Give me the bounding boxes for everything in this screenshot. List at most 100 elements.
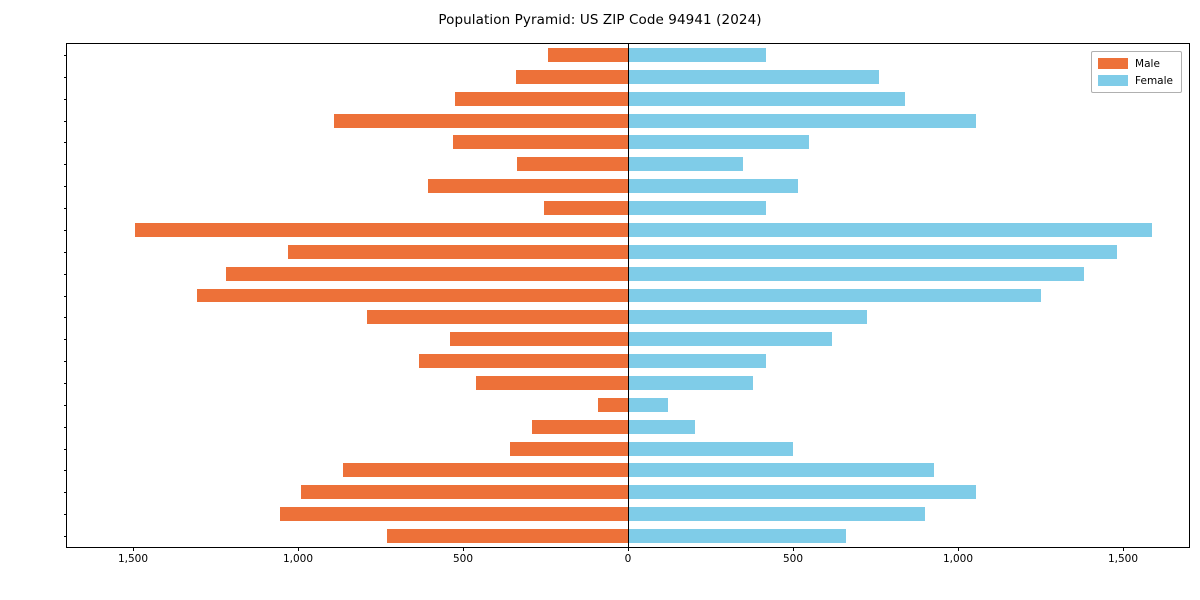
bar-row	[67, 69, 1189, 84]
bar-male-18-19	[510, 441, 628, 456]
x-tick-label: 0	[624, 553, 632, 565]
bar-row	[67, 244, 1189, 259]
bar-row	[67, 507, 1189, 522]
y-tick-mark	[63, 142, 67, 144]
bar-row	[67, 222, 1189, 237]
x-tick-label: 500	[782, 553, 804, 565]
chart-title: Population Pyramid: US ZIP Code 94941 (2…	[438, 12, 762, 28]
bar-male-25-29	[419, 354, 628, 369]
bar-female-40-44	[628, 288, 1041, 303]
bar-female-80-84	[628, 69, 879, 84]
bar-female-85	[628, 47, 766, 62]
bar-male-under-5	[387, 529, 628, 544]
y-tick-mark	[63, 98, 67, 100]
bar-male-21	[597, 397, 628, 412]
bar-row	[67, 354, 1189, 369]
bar-male-80-84	[516, 69, 628, 84]
bar-male-62-64	[428, 179, 628, 194]
bar-male-67-69	[453, 135, 628, 150]
bar-male-35-39	[366, 310, 628, 325]
x-tick-mark	[133, 547, 134, 551]
bar-male-40-44	[196, 288, 628, 303]
bar-row	[67, 375, 1189, 390]
y-tick-mark	[63, 120, 67, 122]
x-tick-mark	[958, 547, 959, 551]
x-tick-label: 1,500	[1107, 553, 1139, 565]
bar-female-62-64	[628, 179, 798, 194]
x-tick-mark	[628, 547, 629, 551]
bar-male-65-66	[517, 157, 628, 172]
y-tick-mark	[63, 404, 67, 406]
y-tick-mark	[63, 295, 67, 297]
bar-male-20	[532, 419, 628, 434]
bar-row	[67, 201, 1189, 215]
bar-row	[67, 113, 1189, 128]
bar-female-10-14	[628, 485, 977, 500]
bar-female-67-69	[628, 135, 809, 150]
bar-female-5-9	[628, 507, 926, 522]
bar-male-70-74	[334, 113, 628, 128]
y-tick-mark	[63, 339, 67, 341]
bar-row	[67, 266, 1189, 281]
bar-female-60-61	[628, 201, 766, 215]
y-tick-mark	[63, 317, 67, 319]
y-tick-mark	[63, 382, 67, 384]
y-tick-mark	[63, 54, 67, 56]
bar-male-75-79	[455, 91, 628, 106]
y-tick-mark	[63, 273, 67, 275]
x-tick-mark	[793, 547, 794, 551]
y-tick-mark	[63, 470, 67, 472]
y-tick-mark	[63, 536, 67, 538]
bar-female-22-24	[628, 375, 754, 390]
bar-male-5-9	[279, 507, 628, 522]
bar-female-70-74	[628, 113, 977, 128]
bar-female-15-17	[628, 463, 934, 478]
bar-male-10-14	[300, 485, 628, 500]
y-tick-mark	[63, 186, 67, 188]
legend-entry-female[interactable]: Female	[1098, 74, 1173, 87]
bar-female-45-49	[628, 266, 1084, 281]
bar-row	[67, 135, 1189, 150]
bar-row	[67, 529, 1189, 544]
bar-row	[67, 288, 1189, 303]
x-tick-mark	[1123, 547, 1124, 551]
legend-label-male: Male	[1135, 57, 1160, 70]
legend-entry-male[interactable]: Male	[1098, 57, 1173, 70]
y-tick-mark	[63, 251, 67, 253]
bar-row	[67, 419, 1189, 434]
y-tick-mark	[63, 426, 67, 428]
y-tick-mark	[63, 448, 67, 450]
bar-male-60-61	[543, 201, 628, 215]
chart-legend: Male Female	[1091, 51, 1182, 93]
bar-female-65-66	[628, 157, 743, 172]
bar-row	[67, 463, 1189, 478]
bar-row	[67, 397, 1189, 412]
bar-female-18-19	[628, 441, 793, 456]
bar-female-20	[628, 419, 696, 434]
plot-area: 85+80-8475-7970-7467-6965-6662-6460-6155…	[63, 43, 1190, 565]
bar-male-45-49	[225, 266, 628, 281]
legend-swatch-female	[1098, 75, 1129, 86]
y-tick-mark	[63, 208, 67, 210]
bar-row	[67, 485, 1189, 500]
y-tick-mark	[63, 164, 67, 166]
bar-male-22-24	[476, 375, 628, 390]
x-tick-label: 500	[452, 553, 474, 565]
legend-label-female: Female	[1135, 74, 1173, 87]
bar-female-21	[628, 397, 668, 412]
bar-row	[67, 332, 1189, 347]
bar-row	[67, 441, 1189, 456]
zero-axis-line	[628, 44, 629, 547]
bar-female-50-54	[628, 244, 1118, 259]
bar-male-30-34	[450, 332, 628, 347]
bar-male-50-54	[287, 244, 628, 259]
bar-row	[67, 157, 1189, 172]
y-tick-mark	[63, 361, 67, 363]
legend-swatch-male	[1098, 58, 1129, 69]
x-tick-label: 1,000	[282, 553, 314, 565]
x-tick-label: 1,000	[942, 553, 974, 565]
bar-female-35-39	[628, 310, 868, 325]
y-tick-mark	[63, 514, 67, 516]
bar-male-15-17	[342, 463, 628, 478]
